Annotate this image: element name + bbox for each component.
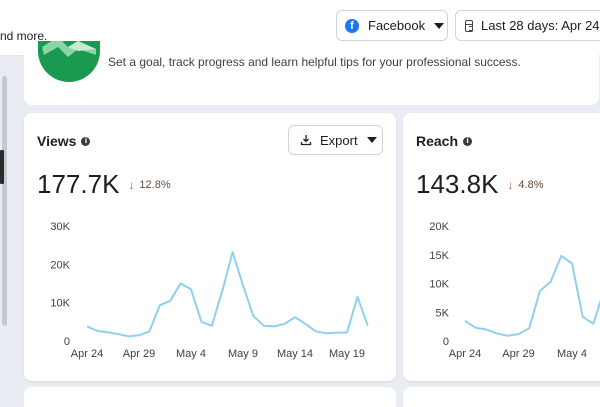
scrollbar[interactable] [0,68,8,326]
date-range-dropdown[interactable]: Last 28 days: Apr 24, 2 [455,10,600,41]
x-tick-label: May 9 [228,348,258,360]
date-range-label: Last 28 days: Apr 24, 2 [481,18,600,33]
x-tick-label: May 19 [329,348,365,360]
next-card-left [24,387,396,407]
reach-delta: ↓ 4.8% [507,178,543,192]
scrollbar-thumb[interactable] [2,76,7,326]
info-icon[interactable]: i [463,136,473,146]
views-title: Views i [37,133,91,149]
goal-description: Set a goal, track progress and learn hel… [108,55,521,69]
reach-line-chart: 0 5K 10K 15K 20K Apr 24 Apr 29 May 4 [429,221,600,360]
chevron-down-icon [434,22,445,29]
views-delta-value: 12.8% [139,178,171,191]
calendar-icon [465,19,474,32]
y-tick-label: 10K [50,298,70,310]
x-tick-label: Apr 29 [502,348,534,360]
platform-label: Facebook [368,18,426,33]
download-icon [300,135,312,146]
export-label: Export [320,132,358,148]
info-icon[interactable]: i [81,136,91,146]
arrow-down-icon: ↓ [507,177,514,192]
reach-delta-value: 4.8% [518,178,544,191]
y-tick-label: 0 [443,336,449,348]
y-tick-label: 20K [50,259,70,271]
x-tick-label: May 4 [557,348,587,360]
x-tick-label: May 4 [176,348,206,360]
views-value: 177.7K [37,169,120,199]
reach-value: 143.8K [416,169,499,199]
views-card: Views i Export 177.7K ↓ 12.8% 0 10K 20K 30K… [24,113,396,381]
reach-title-text: Reach [416,133,459,149]
series-line [464,254,600,337]
goal-card: Set a goal, track progress and learn hel… [24,41,599,105]
mountain-goal-icon [38,41,100,82]
platform-dropdown[interactable]: f Facebook [336,10,448,41]
views-delta: ↓ 12.8% [128,178,170,192]
y-tick-label: 0 [64,336,70,348]
x-tick-label: Apr 24 [449,348,481,360]
views-line-chart: 0 10K 20K 30K Apr 24 Apr 29 May 4 May 9 May 14 Ma… [50,221,369,360]
y-tick-label: 10K [429,279,449,291]
x-tick-label: May 14 [277,348,313,360]
x-tick-label: Apr 24 [71,348,103,360]
views-metric: 177.7K ↓ 12.8% [37,169,171,200]
reach-card: Reach i 143.8K ↓ 4.8% 0 5K 10K 15K 20K Apr 24… [403,113,600,381]
chevron-down-icon [366,137,377,143]
top-bar: nd more. f Facebook Last 28 days: Apr 24… [0,0,600,56]
scroll-marker [0,150,4,184]
facebook-icon: f [345,18,359,33]
y-tick-label: 5K [436,307,450,319]
y-tick-label: 30K [50,221,70,233]
series-line [86,251,369,338]
reach-metric: 143.8K ↓ 4.8% [416,169,543,200]
next-card-right [403,387,600,407]
x-tick-label: Apr 29 [123,348,155,360]
export-button[interactable]: Export [288,125,383,155]
y-tick-label: 20K [429,221,449,233]
reach-title: Reach i [416,133,473,149]
header-clipped-text: nd more. [0,29,48,43]
y-tick-label: 15K [429,250,449,262]
views-title-text: Views [37,133,77,149]
arrow-down-icon: ↓ [128,177,135,192]
